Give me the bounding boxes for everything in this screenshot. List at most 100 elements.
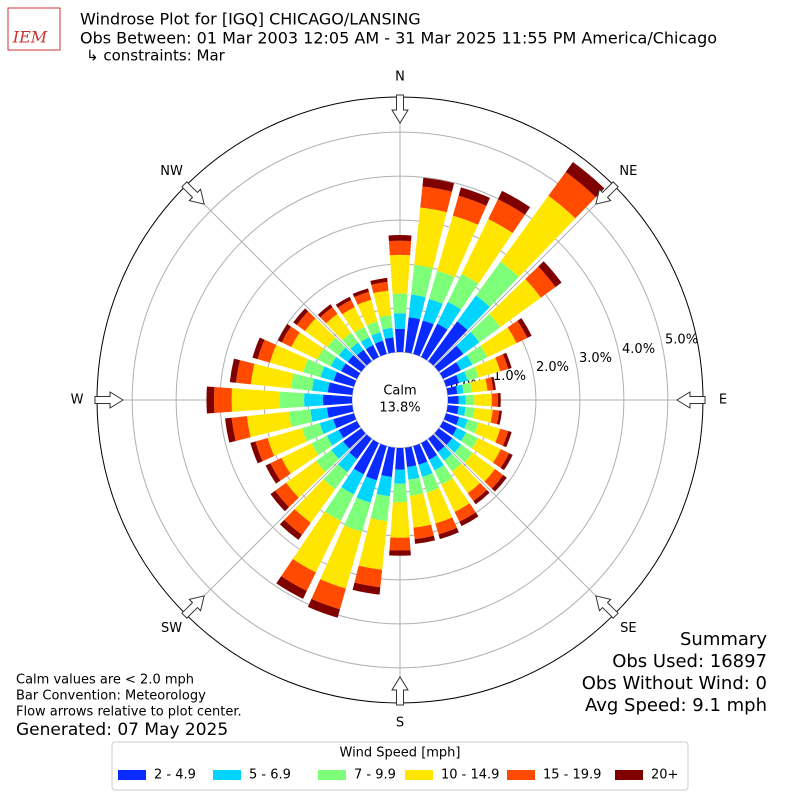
bar-segment — [410, 493, 432, 528]
bar-segment — [246, 411, 292, 438]
bar-segment — [500, 453, 513, 471]
bar-segment — [392, 483, 408, 503]
bar-segment — [464, 452, 496, 482]
bar-segment — [458, 187, 490, 206]
r-tick-label: 4.0% — [622, 342, 655, 357]
bar-segment — [490, 409, 500, 425]
bar-segment — [456, 354, 473, 371]
bar-segment — [275, 482, 299, 508]
direction-label: SW — [161, 621, 182, 636]
bar-segment — [281, 326, 300, 347]
bar-segment — [388, 235, 412, 242]
bar-segment — [347, 355, 366, 372]
bar-segment — [447, 395, 459, 405]
bar-segment — [464, 419, 479, 434]
bar-segment — [408, 294, 426, 320]
bar-segment — [281, 443, 319, 474]
bar-segment — [456, 331, 480, 354]
direction-label: SE — [620, 621, 636, 636]
bar-segment — [344, 497, 371, 532]
chart-subtitle: Obs Between: 01 Mar 2003 12:05 AM - 31 M… — [80, 29, 717, 48]
calm-value: 13.8% — [379, 401, 420, 416]
bar-segment — [447, 273, 479, 310]
bar-segment — [443, 453, 462, 472]
bar-segment — [384, 337, 395, 354]
bar-segment — [421, 323, 448, 361]
radial-grid-line — [433, 433, 615, 615]
bar-segment — [311, 435, 333, 456]
legend-label: 7 - 9.9 — [354, 768, 396, 783]
bar-segment — [441, 478, 470, 512]
bar-segment — [341, 363, 361, 379]
bar-segment — [480, 327, 517, 358]
radial-grid-line — [433, 185, 615, 367]
bar-segment — [231, 416, 251, 441]
bar-segment — [493, 449, 510, 468]
bar-segment — [507, 320, 528, 344]
legend-title: Wind Speed [mph] — [340, 746, 461, 761]
bar-segment — [342, 332, 359, 349]
bar-segment — [439, 362, 461, 379]
bar-segment — [252, 337, 265, 360]
bar-segment — [465, 394, 475, 406]
flow-arrow — [676, 391, 706, 409]
bar-segment — [461, 382, 472, 394]
bar-segment — [456, 416, 468, 429]
bar-segment — [439, 421, 457, 436]
bar-segment — [434, 428, 453, 445]
chart-title: Windrose Plot for [IGQ] CHICAGO/LANSING — [80, 10, 421, 29]
bar-segment — [370, 493, 390, 522]
bar-segment — [474, 357, 501, 378]
bar-segment — [437, 301, 462, 330]
bar-segment — [490, 376, 496, 391]
constraints: ↳ constraints: Mar — [86, 47, 226, 65]
bar-segment — [381, 446, 395, 478]
bar-segment — [446, 386, 458, 395]
bar-segment — [365, 443, 387, 481]
bar-segment — [213, 387, 232, 413]
legend-swatch — [405, 770, 433, 780]
bar-segment — [326, 313, 352, 341]
bar-segment — [464, 366, 479, 381]
bar-segment — [374, 340, 387, 357]
bar-segment — [495, 354, 509, 372]
bar-segment — [320, 307, 338, 324]
bar-segment — [452, 195, 487, 225]
bar-segment — [303, 359, 325, 378]
bar-segment — [333, 371, 357, 387]
bar-segment — [333, 413, 357, 429]
bar-segment — [350, 342, 364, 356]
bar-segment — [294, 479, 336, 523]
bar-segment — [414, 207, 447, 269]
bar-segment — [382, 327, 394, 339]
bar-segment — [225, 417, 236, 443]
summary: Avg Speed: 9.1 mph — [585, 695, 767, 716]
summary: Summary — [680, 629, 767, 650]
bar-segment — [455, 384, 464, 394]
bar-segment — [286, 461, 326, 498]
bar-segment — [354, 291, 372, 305]
grid-ring — [131, 131, 669, 669]
summary: Obs Without Wind: 0 — [582, 673, 767, 694]
bar-segment — [466, 345, 488, 365]
direction-label: W — [71, 393, 84, 408]
bar-segment — [413, 320, 434, 357]
bar-segment — [376, 475, 392, 497]
bar-segment — [371, 281, 389, 294]
bar-segment — [250, 441, 263, 464]
bar-segment — [390, 501, 410, 538]
radial-grid-line — [185, 185, 367, 367]
bar-segment — [338, 421, 361, 439]
r-tick-label: 2.0% — [536, 360, 569, 375]
bar-segment — [473, 407, 493, 423]
bar-segment — [538, 261, 562, 288]
bar-segment — [326, 405, 354, 418]
bar-segment — [322, 394, 353, 406]
summary: Obs Used: 16897 — [612, 651, 767, 672]
legend-swatch — [507, 770, 535, 780]
bar-segment — [395, 447, 405, 470]
bar-segment — [460, 432, 478, 449]
bar-segment — [489, 279, 541, 328]
bar-segment — [327, 382, 354, 395]
